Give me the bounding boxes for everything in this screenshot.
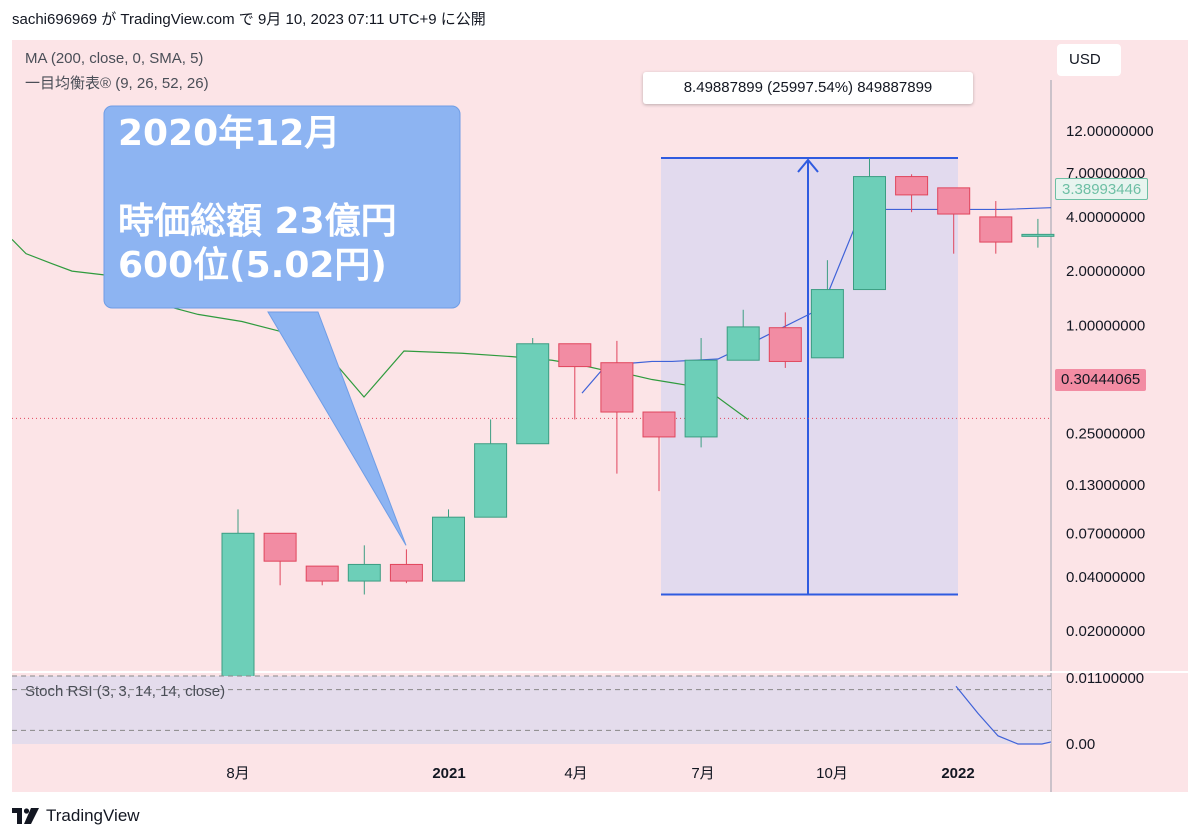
time-tick-label: 7月: [691, 765, 714, 782]
price-tick-label: 7.00000000: [1066, 165, 1145, 182]
candle-body: [895, 176, 929, 196]
callout-bubble: [103, 105, 461, 309]
last-price-tag: 0.30444065: [1055, 369, 1147, 391]
stoch-tick-label: 0.00: [1066, 736, 1095, 753]
price-tick-label: 4.00000000: [1066, 209, 1145, 226]
candle-body: [263, 532, 297, 562]
ichimoku-series-line: [581, 207, 1052, 394]
candle-body: [979, 216, 1013, 243]
tradingview-brand: TradingView: [46, 806, 140, 825]
candle-body: [305, 565, 339, 582]
ma-price-tag: 3.38993446: [1055, 178, 1149, 200]
stoch-band-box: [12, 676, 1051, 744]
time-tick-label: 10月: [816, 765, 848, 782]
time-tick-label: 8月: [226, 765, 249, 782]
price-tick-label: 2.00000000: [1066, 263, 1145, 280]
time-tick-label: 2022: [941, 765, 974, 782]
currency-button[interactable]: USD: [1057, 44, 1121, 76]
candle-body: [726, 326, 760, 361]
candle-body: [768, 327, 802, 362]
publication-header: sachi696969 が TradingView.com で 9月 10, 2…: [12, 11, 486, 28]
candle-body: [474, 443, 508, 518]
ma-series-line: [12, 238, 749, 420]
candle-body: [221, 532, 255, 699]
candle-body: [937, 187, 971, 215]
callout-line-2: [118, 156, 448, 200]
ichimoku-indicator-label[interactable]: 一目均衡表® (9, 26, 52, 26): [25, 75, 209, 92]
callout-pointer: [267, 311, 407, 546]
chart-area[interactable]: 12.00000000 7.00000000 4.00000000 2.0000000…: [12, 40, 1188, 792]
candle-body: [642, 411, 676, 438]
candle-body: [600, 362, 634, 413]
price-tick-label: 0.04000000: [1066, 569, 1145, 586]
callout-line-3: 時価総額 23億円: [118, 201, 397, 242]
candle-body: [558, 343, 592, 368]
ma-indicator-label[interactable]: MA (200, close, 0, SMA, 5): [25, 50, 204, 67]
callout-annotation: 2020年12月 時価総額 23億円 600位(5.02円): [118, 112, 448, 288]
measure-label: 8.49887899 (25997.54%) 849887899: [643, 72, 973, 104]
tradingview-footer[interactable]: TradingView: [12, 802, 140, 830]
candle-body: [347, 563, 381, 582]
candle-body: [516, 343, 550, 445]
stoch-rsi-line: [955, 685, 1052, 745]
price-tick-label: 0.07000000: [1066, 525, 1145, 542]
time-tick-label: 4月: [564, 765, 587, 782]
price-tick-label: 1.00000000: [1066, 317, 1145, 334]
candle-body: [684, 359, 718, 438]
price-tick-label: 0.13000000: [1066, 477, 1145, 494]
time-tick-label: 2021: [432, 765, 465, 782]
measure-arrow-head: [797, 158, 819, 173]
candle-body: [853, 176, 886, 291]
price-tick-label: 0.02000000: [1066, 623, 1145, 640]
stoch-rsi-label[interactable]: Stoch RSI (3, 3, 14, 14, close): [25, 683, 226, 700]
price-tick-label: 0.01100000: [1066, 670, 1144, 687]
candle-body: [389, 563, 423, 582]
tradingview-logo-icon: [12, 808, 39, 824]
price-tick-label: 12.00000000: [1066, 123, 1154, 140]
candle-body: [1021, 233, 1055, 237]
candle-body: [810, 289, 844, 359]
chart-canvas[interactable]: 12.00000000 7.00000000 4.00000000 2.0000000…: [12, 40, 1188, 792]
callout-line-4: 600位(5.02円): [118, 245, 387, 286]
callout-line-1: 2020年12月: [118, 113, 341, 154]
price-tick-label: 0.25000000: [1066, 426, 1145, 443]
candle-body: [432, 516, 465, 582]
